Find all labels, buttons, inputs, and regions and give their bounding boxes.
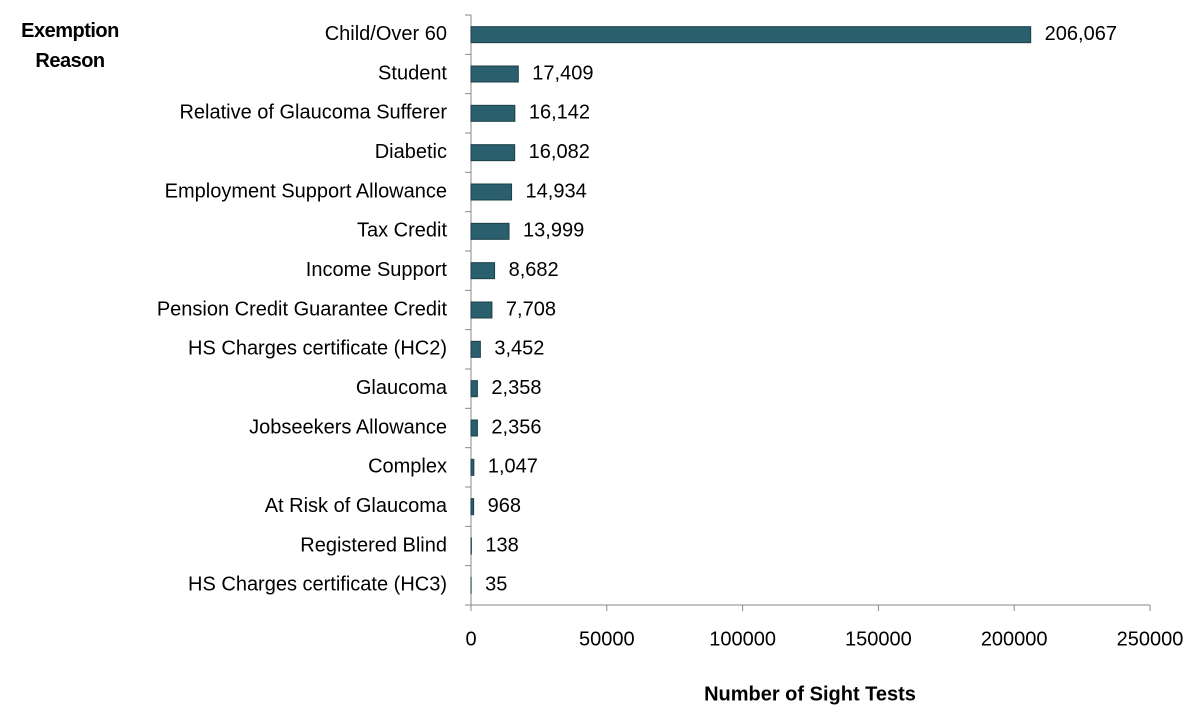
x-tick-label: 0 bbox=[465, 628, 476, 650]
value-label: 2,358 bbox=[491, 377, 541, 399]
value-label: 7,708 bbox=[506, 298, 556, 320]
bar bbox=[470, 26, 1032, 44]
value-label: 16,082 bbox=[529, 141, 590, 163]
bar bbox=[470, 222, 510, 240]
x-axis-label: Number of Sight Tests bbox=[704, 683, 916, 705]
value-label: 968 bbox=[488, 495, 521, 517]
value-label: 14,934 bbox=[526, 180, 587, 202]
y-tick-label: Student bbox=[378, 62, 447, 84]
bar bbox=[470, 498, 475, 516]
y-tick-label: Registered Blind bbox=[300, 534, 447, 556]
x-tick-label: 50000 bbox=[579, 628, 635, 650]
y-tick-label: Jobseekers Allowance bbox=[249, 416, 447, 438]
x-tick-label: 100000 bbox=[709, 628, 776, 650]
y-tick-label: Child/Over 60 bbox=[325, 23, 447, 45]
bar bbox=[470, 301, 493, 319]
value-label: 8,682 bbox=[509, 259, 559, 281]
y-tick-label: At Risk of Glaucoma bbox=[265, 495, 448, 517]
bar bbox=[470, 144, 516, 162]
y-tick-label: Glaucoma bbox=[356, 377, 448, 399]
value-label: 17,409 bbox=[532, 62, 593, 84]
y-tick-label: Income Support bbox=[306, 259, 448, 281]
y-tick-label: Tax Credit bbox=[357, 220, 447, 242]
x-tick-label: 150000 bbox=[845, 628, 912, 650]
value-label: 13,999 bbox=[523, 220, 584, 242]
bar bbox=[470, 262, 496, 280]
bar bbox=[470, 340, 481, 358]
value-label: 1,047 bbox=[488, 456, 538, 478]
y-tick-label: HS Charges certificate (HC3) bbox=[188, 574, 447, 596]
x-tick-label: 250000 bbox=[1117, 628, 1184, 650]
bar bbox=[470, 380, 478, 398]
y-tick-label: Relative of Glaucoma Sufferer bbox=[179, 102, 447, 124]
value-label: 138 bbox=[485, 534, 518, 556]
y-axis-label: Exemption Reason bbox=[21, 20, 119, 72]
value-label: 35 bbox=[485, 574, 507, 596]
bar bbox=[470, 183, 513, 201]
y-tick-label: Employment Support Allowance bbox=[165, 180, 447, 202]
x-tick-label: 200000 bbox=[981, 628, 1048, 650]
bar bbox=[470, 104, 516, 122]
y-tick-label: Diabetic bbox=[375, 141, 447, 163]
y-tick-label: HS Charges certificate (HC2) bbox=[188, 338, 447, 360]
bar bbox=[470, 419, 478, 437]
value-label: 16,142 bbox=[529, 102, 590, 124]
value-label: 206,067 bbox=[1045, 23, 1117, 45]
bar bbox=[470, 65, 519, 83]
y-tick-label: Pension Credit Guarantee Credit bbox=[157, 298, 448, 320]
value-label: 2,356 bbox=[491, 416, 541, 438]
bar bbox=[470, 458, 475, 476]
value-label: 3,452 bbox=[494, 338, 544, 360]
y-tick-label: Complex bbox=[368, 456, 447, 478]
